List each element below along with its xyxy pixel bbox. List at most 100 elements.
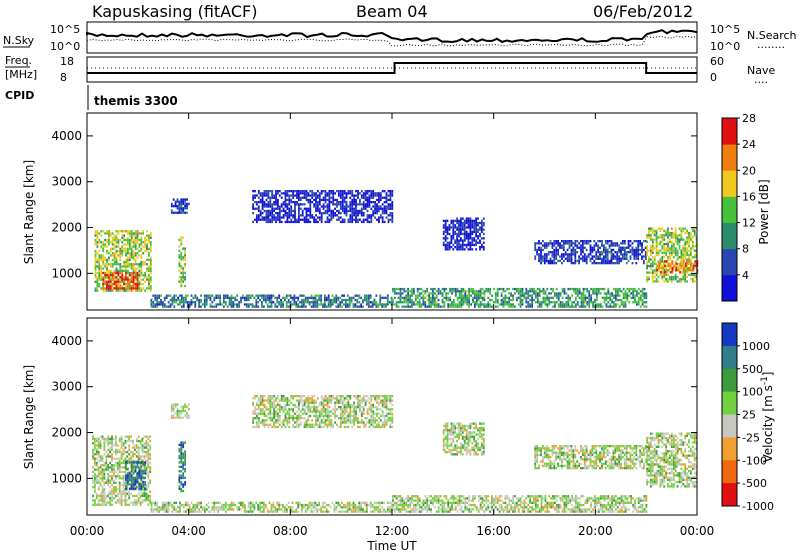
echo-cell xyxy=(109,247,112,250)
echo-cell xyxy=(485,305,488,308)
echo-cell xyxy=(309,214,312,217)
echo-cell xyxy=(198,301,200,304)
echo-cell xyxy=(259,403,262,407)
echo-cell xyxy=(270,303,273,306)
echo-cell xyxy=(594,290,596,293)
echo-cell xyxy=(247,294,250,297)
echo-cell xyxy=(397,305,400,308)
echo-cell xyxy=(599,303,602,306)
echo-cell xyxy=(320,198,323,202)
echo-cell xyxy=(336,209,338,213)
echo-cell xyxy=(345,214,348,217)
echo-cell xyxy=(125,287,127,290)
echo-cell xyxy=(143,492,146,495)
echo-cell xyxy=(552,301,554,304)
echo-cell xyxy=(651,247,654,250)
echo-cell xyxy=(293,301,296,304)
echo-cell xyxy=(104,271,106,275)
echo-cell xyxy=(256,220,258,224)
echo-cell xyxy=(115,448,117,451)
echo-cell xyxy=(128,470,131,473)
echo-cell xyxy=(100,269,103,272)
echo-cell xyxy=(606,259,609,263)
echo-cell xyxy=(548,298,551,302)
echo-cell xyxy=(605,298,608,302)
echo-cell xyxy=(341,209,344,213)
echo-cell xyxy=(542,301,545,304)
echo-cell xyxy=(267,395,270,398)
echo-cell xyxy=(655,249,658,252)
echo-cell xyxy=(469,228,472,231)
echo-cell xyxy=(265,406,268,409)
echo-cell xyxy=(463,224,466,227)
echo-cell xyxy=(422,303,425,306)
echo-cell xyxy=(354,305,357,308)
echo-cell xyxy=(99,459,102,462)
echo-cell xyxy=(467,221,470,225)
echo-cell xyxy=(627,240,630,243)
freq-left-tick-top: 18 xyxy=(60,55,74,68)
echo-cell xyxy=(390,296,393,299)
noise-search-line xyxy=(86,35,698,47)
echo-cell xyxy=(596,294,598,297)
echo-cell xyxy=(109,280,112,283)
echo-cell xyxy=(298,203,300,206)
echo-cell xyxy=(284,425,287,429)
echo-cell xyxy=(426,287,429,291)
echo-cell xyxy=(462,298,465,302)
echo-cell xyxy=(603,287,606,291)
echo-cell xyxy=(277,198,279,202)
echo-cell xyxy=(301,298,303,302)
y-tick-label: 4000 xyxy=(51,129,82,143)
echo-cell xyxy=(465,221,468,225)
echo-cell xyxy=(473,226,476,229)
echo-cell xyxy=(257,294,260,297)
echo-cell xyxy=(444,243,447,247)
echo-cell xyxy=(278,403,281,407)
echo-cell xyxy=(267,417,270,420)
echo-cell xyxy=(277,218,279,221)
echo-cell xyxy=(337,303,340,306)
echo-cell xyxy=(331,301,334,304)
echo-cell xyxy=(645,296,648,299)
echo-cell xyxy=(387,198,390,202)
echo-cell xyxy=(123,287,125,290)
echo-cell xyxy=(605,292,608,295)
echo-cell xyxy=(182,465,185,468)
echo-cell xyxy=(124,470,127,473)
echo-cell xyxy=(182,441,185,444)
echo-cell xyxy=(383,305,385,308)
echo-cell xyxy=(454,241,457,244)
echo-cell xyxy=(100,256,103,259)
echo-cell xyxy=(630,296,633,299)
echo-cell xyxy=(529,294,531,297)
echo-cell xyxy=(138,274,141,277)
echo-cell xyxy=(603,292,606,295)
echo-cell xyxy=(104,232,106,235)
echo-cell xyxy=(111,252,114,255)
echo-cell xyxy=(378,192,380,195)
echo-cell xyxy=(456,303,459,306)
echo-cell xyxy=(128,265,131,268)
echo-cell xyxy=(137,481,140,484)
echo-cell xyxy=(593,246,596,249)
echo-cell xyxy=(604,259,607,263)
echo-cell xyxy=(458,243,460,247)
echo-cell xyxy=(475,298,478,302)
echo-cell xyxy=(209,298,212,302)
echo-cell xyxy=(142,274,145,277)
echo-cell xyxy=(341,301,343,304)
echo-cell xyxy=(269,397,272,400)
echo-cell xyxy=(113,254,116,257)
echo-cell xyxy=(124,483,127,487)
echo-cell xyxy=(327,298,330,302)
colorbar-segment xyxy=(722,196,737,223)
echo-cell xyxy=(367,305,370,308)
echo-cell xyxy=(582,296,585,299)
echo-cell xyxy=(94,490,96,493)
echo-cell xyxy=(136,289,139,292)
echo-cell xyxy=(597,240,599,243)
echo-cell xyxy=(543,246,546,249)
echo-cell xyxy=(413,290,415,293)
echo-cell xyxy=(116,488,119,491)
